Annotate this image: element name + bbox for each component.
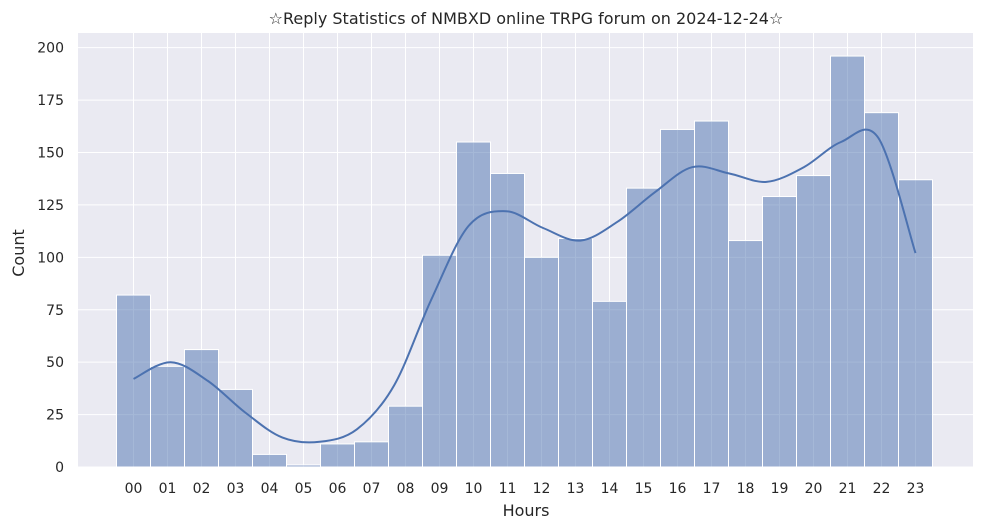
x-tick-label: 20	[805, 481, 823, 497]
bar-11	[490, 172, 525, 468]
x-tick-label: 19	[771, 481, 789, 497]
y-axis-title: Count	[9, 229, 28, 277]
bar-06	[320, 443, 355, 468]
x-tick-label: 16	[669, 481, 687, 497]
y-tick-label: 150	[37, 146, 64, 162]
chart-title: ☆Reply Statistics of NMBXD online TRPG f…	[269, 9, 784, 28]
y-tick-label: 75	[46, 303, 64, 319]
x-tick-label: 00	[125, 481, 143, 497]
bar-10	[456, 141, 491, 468]
x-tick-label: 03	[227, 481, 245, 497]
x-tick-label: 14	[601, 481, 619, 497]
x-tick-label: 13	[567, 481, 585, 497]
bar-04	[252, 453, 287, 468]
x-tick-label: 08	[397, 481, 415, 497]
bar-12	[524, 256, 559, 468]
bar-05	[286, 464, 321, 468]
kde-curve	[133, 128, 917, 444]
y-tick-label: 25	[46, 408, 64, 424]
bar-02	[184, 349, 219, 468]
x-tick-label: 15	[635, 481, 653, 497]
y-tick-label: 50	[46, 355, 64, 371]
bar-09	[422, 254, 457, 468]
bars	[116, 55, 933, 468]
bar-14	[592, 300, 627, 468]
bar-00	[116, 294, 151, 468]
bar-21	[830, 55, 865, 468]
bar-15	[626, 187, 661, 468]
bar-16	[660, 128, 695, 468]
y-tick-label: 175	[37, 93, 64, 109]
bar-23	[898, 179, 933, 468]
x-tick-label: 07	[363, 481, 381, 497]
x-tick-labels: 00 01 02 03 04 05 06 07 08 09 10 11 12 13 14 15 16 17 18 19…	[125, 481, 925, 497]
y-tick-label: 0	[55, 460, 64, 476]
x-tick-label: 12	[533, 481, 551, 497]
y-tick-labels: 0 25 50 75 100 125 150 175 200	[37, 41, 64, 476]
x-tick-label: 17	[703, 481, 721, 497]
bar-18	[728, 240, 763, 468]
x-tick-label: 02	[193, 481, 211, 497]
x-tick-label: 05	[295, 481, 313, 497]
x-tick-label: 23	[907, 481, 925, 497]
x-tick-label: 21	[839, 481, 857, 497]
bar-13	[558, 237, 593, 468]
bar-01	[150, 365, 185, 468]
x-tick-label: 09	[431, 481, 449, 497]
bar-03	[218, 388, 253, 468]
y-tick-label: 100	[37, 250, 64, 266]
bar-17	[694, 120, 729, 468]
x-tick-label: 22	[873, 481, 891, 497]
x-axis-title: Hours	[503, 501, 550, 520]
bar-07	[354, 441, 389, 468]
x-tick-label: 11	[499, 481, 517, 497]
y-tick-label: 125	[37, 198, 64, 214]
y-tick-label: 200	[37, 41, 64, 57]
x-tick-label: 06	[329, 481, 347, 497]
bar-22	[864, 112, 899, 468]
x-tick-label: 18	[737, 481, 755, 497]
x-tick-label: 10	[465, 481, 483, 497]
bar-19	[762, 196, 797, 468]
bar-08	[388, 405, 423, 468]
bar-20	[796, 175, 831, 468]
x-tick-label: 04	[261, 481, 279, 497]
x-tick-label: 01	[159, 481, 177, 497]
